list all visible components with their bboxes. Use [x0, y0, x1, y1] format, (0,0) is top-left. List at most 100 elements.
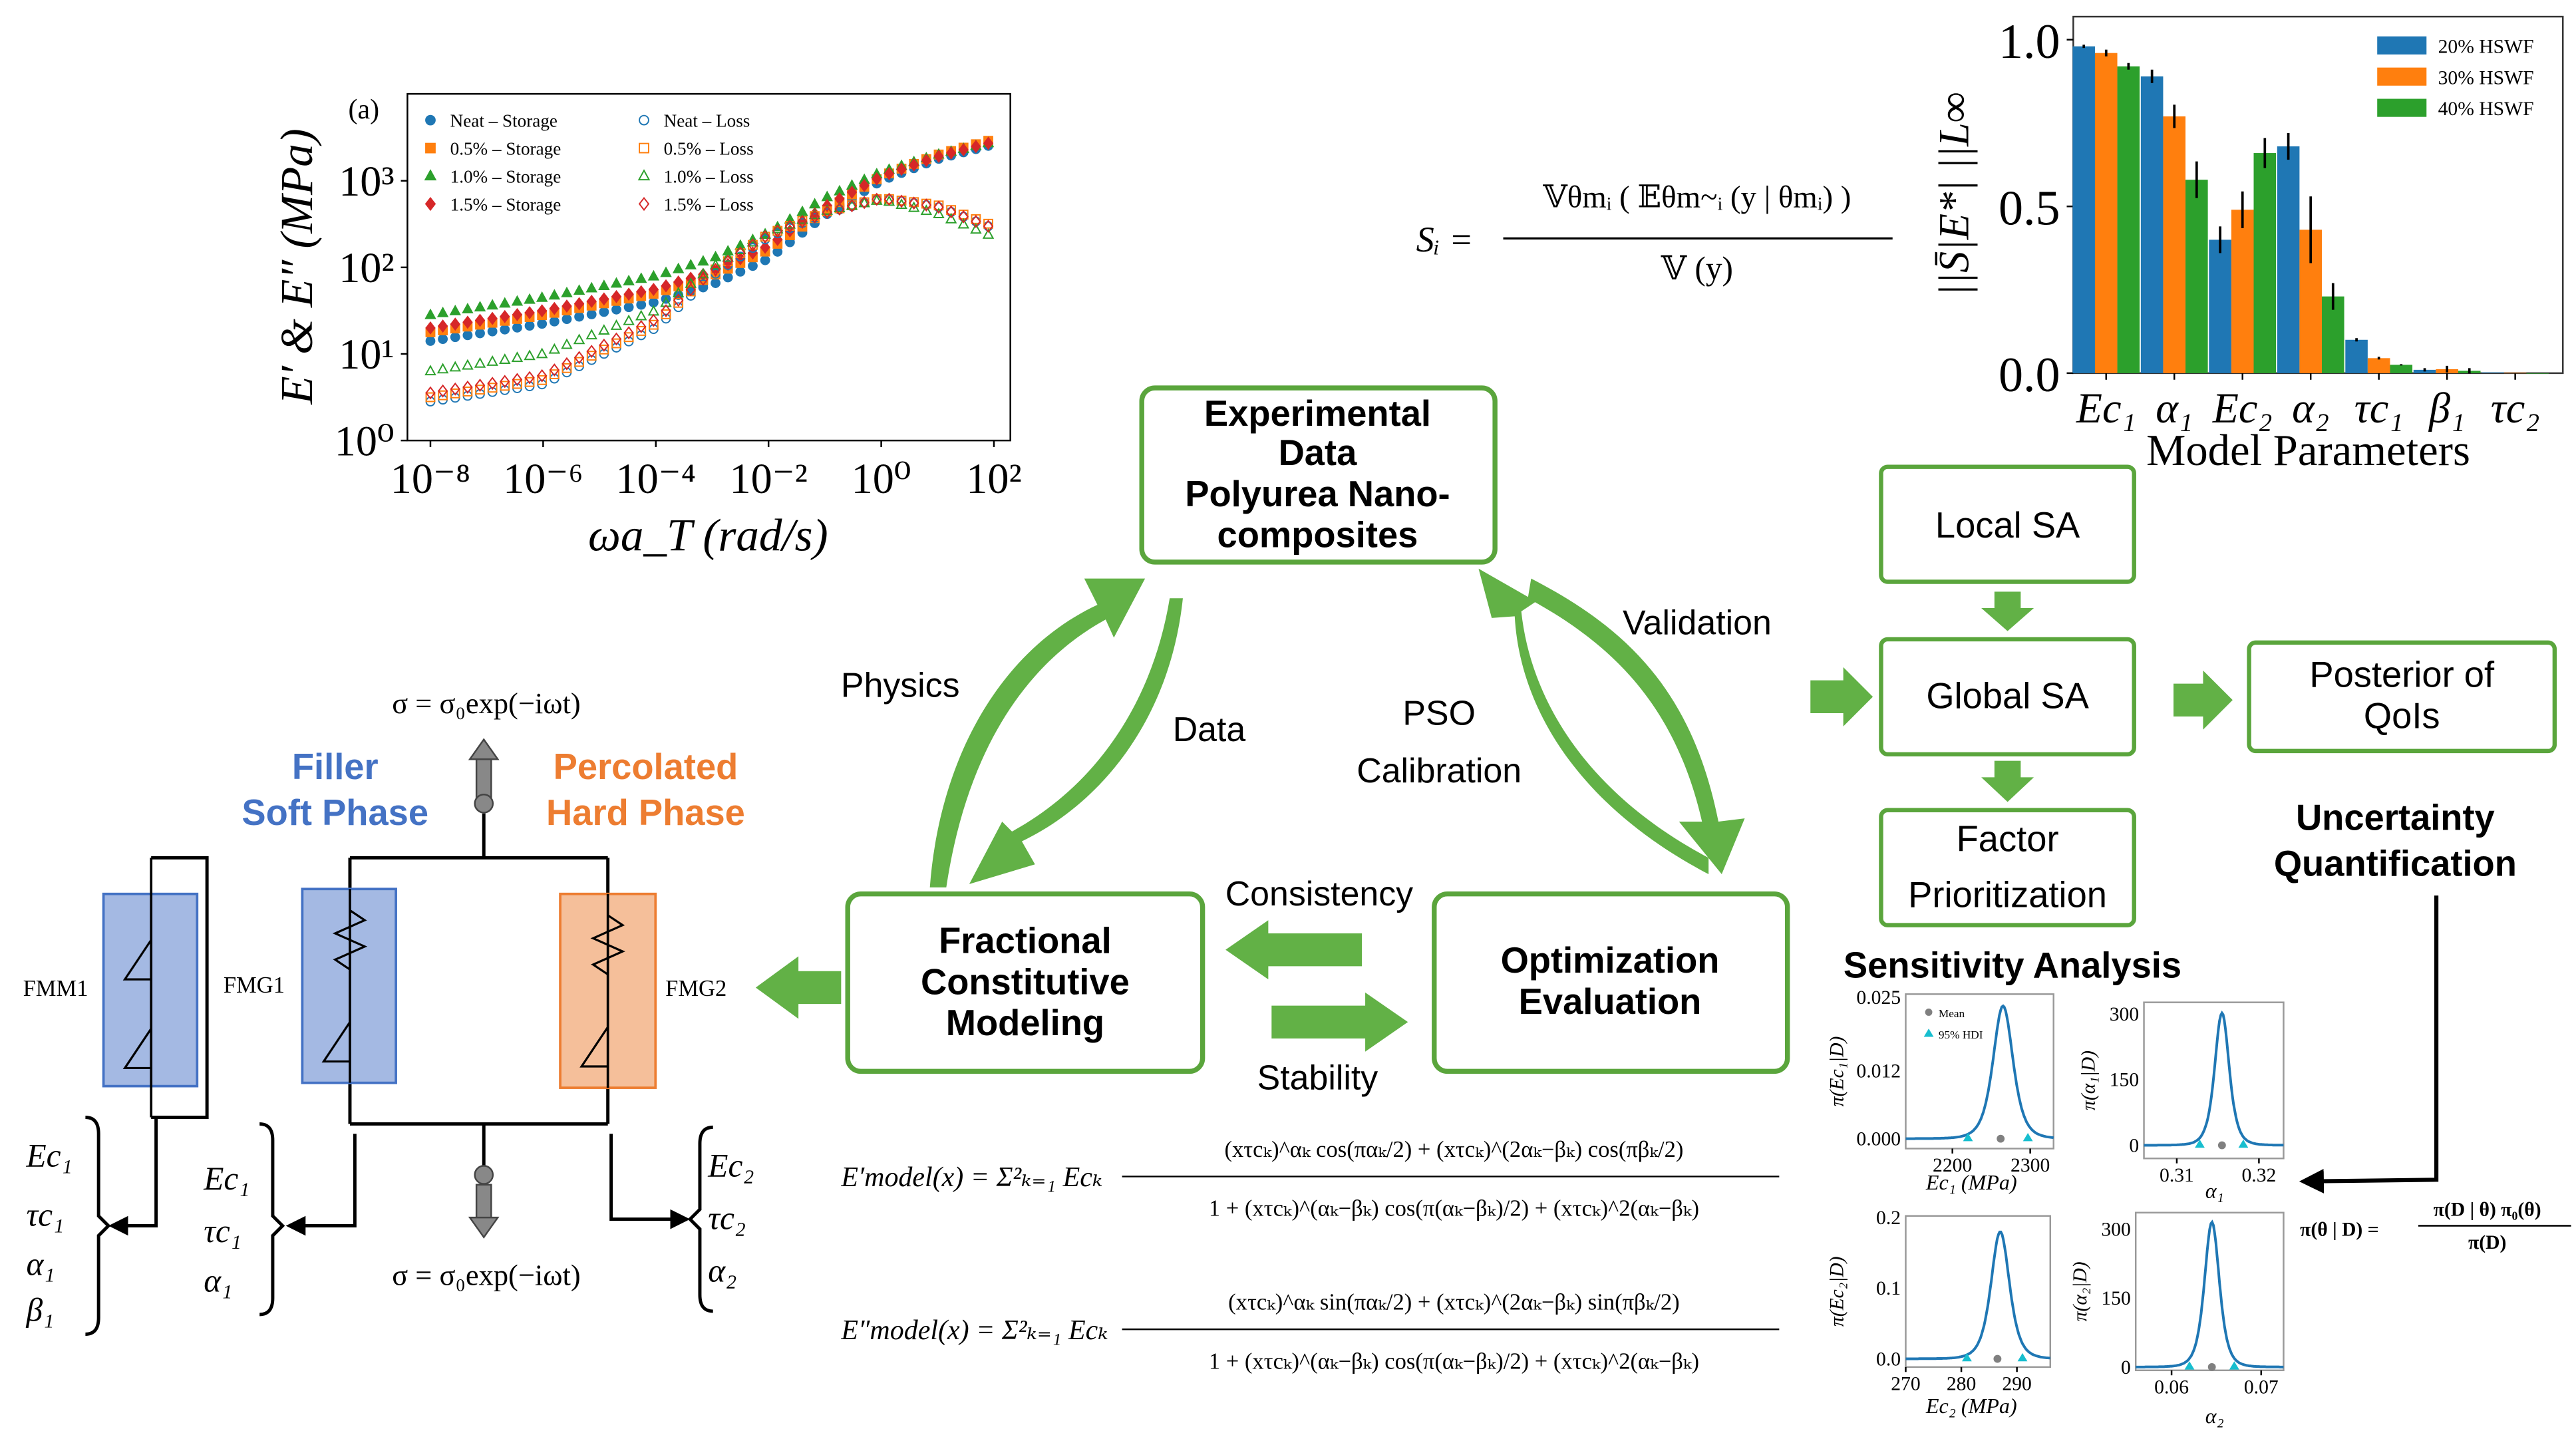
y-tick-label: 10¹ — [339, 331, 394, 378]
fmm1-label: FMM1 — [23, 976, 88, 1001]
legend-marker — [424, 169, 437, 181]
data-point — [735, 266, 746, 277]
data-point — [549, 301, 560, 315]
legend-label: 1.0% – Storage — [450, 166, 562, 186]
x-tick-label: 0.31 — [2160, 1165, 2194, 1186]
y-tick-label: 0.025 — [1856, 987, 1901, 1009]
data-point — [450, 388, 460, 398]
filler-line-1: Filler — [292, 746, 379, 787]
data-point — [661, 279, 671, 293]
data-point — [537, 375, 548, 385]
data-point — [548, 343, 561, 354]
to-mechanical-model-arrow — [755, 956, 842, 1019]
data-point — [574, 311, 584, 322]
data-point — [537, 304, 548, 318]
data-point — [462, 315, 473, 329]
data-point — [723, 254, 733, 268]
data-point — [425, 392, 436, 402]
data-point — [499, 297, 511, 308]
fmg1-parameters: Ec₁ τc₁ α₁ — [203, 1122, 357, 1317]
data-point — [424, 365, 436, 376]
sigma-top: σ = σ₀exp(−iωt) — [392, 687, 580, 720]
data-point — [636, 285, 647, 299]
sigma-bottom: σ = σ₀exp(−iωt) — [392, 1258, 580, 1291]
data-point — [772, 224, 783, 238]
data-point — [623, 314, 635, 325]
data-point — [983, 218, 993, 229]
data-point — [462, 330, 473, 341]
x-tick-label: 280 — [1947, 1373, 1976, 1394]
factor-line-2: Prioritization — [1908, 874, 2107, 915]
optimization-line-1: Optimization — [1501, 940, 1720, 981]
data-point — [734, 243, 746, 254]
legend-label: 95% HDI — [1939, 1029, 1983, 1041]
data-point — [599, 344, 609, 355]
data-point — [611, 304, 621, 315]
fmg2-element: FMG2 — [559, 892, 726, 1089]
y-tick-label: 0 — [2129, 1135, 2139, 1156]
x-tick-label: Ec₁ — [2076, 385, 2136, 432]
param-tau-c2: τc₂ — [708, 1199, 746, 1236]
legend-label: 0.5% – Storage — [450, 138, 562, 158]
data-point — [970, 223, 982, 234]
mean-marker — [2217, 1141, 2226, 1150]
legend-label: 40% HSWF — [2438, 98, 2534, 120]
data-point — [425, 386, 436, 400]
x-tick-label: 10² — [966, 455, 1021, 502]
y-tick-label: 300 — [2110, 1004, 2139, 1025]
legend-label: Neat – Storage — [450, 110, 558, 130]
bar — [2209, 239, 2231, 373]
data-point — [437, 384, 448, 398]
loss-lhs: E″model(x) = Σ²ₖ₌₁ Ecₖ — [840, 1315, 1108, 1346]
data-point — [846, 199, 858, 213]
factor-prioritization-box: Factor Prioritization — [1879, 808, 2136, 927]
y-axis-label: ||S̄|E*| ||L∞ — [1930, 92, 1977, 296]
data-point — [661, 309, 671, 319]
y-axis-label: π(Ec₂|D) — [1827, 1256, 1848, 1327]
data-point — [562, 357, 572, 371]
data-point — [598, 324, 610, 335]
data-point — [512, 379, 522, 389]
data-point — [537, 319, 548, 329]
data-point — [548, 289, 561, 300]
pso-calibration-arrow — [1478, 568, 1709, 875]
bar — [2072, 46, 2095, 373]
data-point — [462, 387, 473, 397]
global-sa-box: Global SA — [1879, 637, 2136, 757]
factor-line-1: Factor — [1957, 818, 2059, 859]
data-point — [487, 377, 498, 391]
x-tick-label: 10⁻⁴ — [616, 455, 696, 502]
data-arrow — [969, 598, 1183, 884]
bayes-denominator: π(D) — [2468, 1232, 2506, 1253]
data-point — [760, 230, 770, 243]
y-tick-label: 150 — [2101, 1288, 2130, 1309]
si-lhs: Sᵢ = — [1416, 220, 1474, 259]
data-point — [921, 198, 932, 212]
validation-label: Validation — [1623, 603, 1772, 642]
storage-numerator: (xτcₖ)^αₖ cos(παₖ/2) + (xτcₖ)^(2αₖ−βₖ) c… — [1224, 1137, 1683, 1162]
fmg2-label: FMG2 — [665, 976, 726, 1001]
data-point — [573, 351, 585, 365]
mean-marker — [1997, 1134, 2005, 1143]
data-point — [611, 332, 622, 346]
uq-line-2: Quantification — [2274, 844, 2517, 884]
data-point — [636, 299, 647, 310]
data-point — [611, 338, 621, 349]
posterior-density-curve — [1905, 1004, 2054, 1140]
x-tick-label: 0.07 — [2244, 1376, 2279, 1398]
x-tick-label: α₂ — [2292, 385, 2329, 432]
data-point — [474, 379, 486, 393]
bar — [2390, 365, 2413, 373]
percolated-line-2: Hard Phase — [546, 792, 745, 833]
data-point — [846, 199, 858, 210]
local-sa-label: Local SA — [1935, 505, 2080, 546]
data-point — [462, 381, 473, 394]
data-point — [685, 258, 697, 269]
param-tau-c1: τc₁ — [204, 1213, 242, 1249]
posterior-line-2: QoIs — [2364, 695, 2440, 736]
data-point — [586, 345, 597, 359]
data-point — [648, 313, 659, 327]
data-point — [859, 178, 870, 192]
legend-marker — [639, 142, 649, 154]
